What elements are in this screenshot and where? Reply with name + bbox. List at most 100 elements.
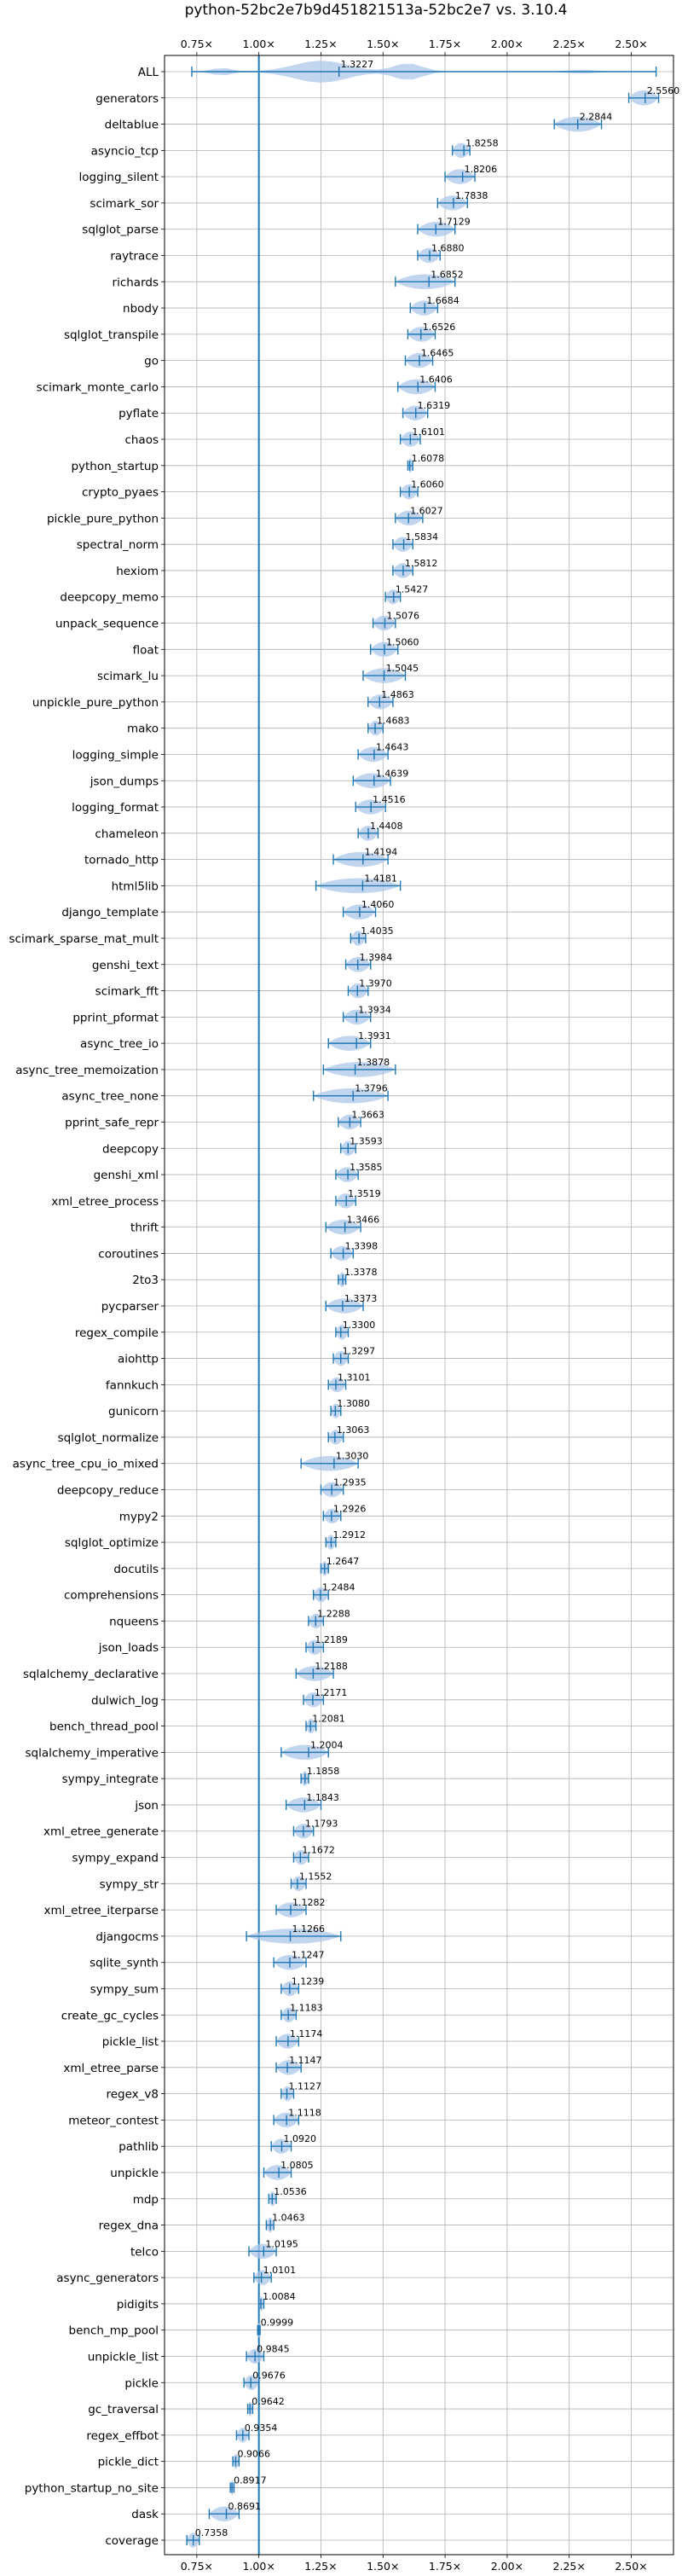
benchmark-label: sympy_integrate [62, 1772, 159, 1786]
benchmark-label: coverage [105, 2534, 159, 2548]
benchmark-label: genshi_text [92, 959, 159, 972]
value-label: 1.3378 [344, 1267, 378, 1278]
benchmark-label: python_startup_no_site [25, 2481, 159, 2495]
value-label: 1.6465 [421, 348, 454, 359]
value-label: 1.3466 [347, 1215, 380, 1226]
benchmark-label: sympy_sum [90, 1982, 159, 1996]
value-label: 1.1247 [292, 1950, 325, 1961]
x-tick-label-top: 2.50× [615, 38, 647, 50]
value-label: 1.2081 [312, 1714, 345, 1725]
value-label: 1.0195 [265, 2238, 298, 2249]
benchmark-label: float [133, 643, 159, 657]
benchmark-label: scimark_lu [97, 670, 159, 683]
chart-title: python-52bc2e7b9d451821513a-52bc2e7 vs. … [185, 2, 568, 19]
value-label: 1.5812 [405, 558, 437, 569]
value-label: 0.8917 [234, 2474, 267, 2486]
benchmark-label: pickle [124, 2376, 159, 2390]
benchmark-label: pickle_list [102, 2035, 159, 2049]
benchmark-label: richards [113, 276, 159, 289]
value-label: 1.6060 [411, 479, 444, 490]
benchmark-label: hexiom [116, 565, 159, 578]
value-label: 1.4181 [364, 873, 397, 884]
value-label: 1.3934 [358, 1004, 391, 1015]
value-label: 1.2647 [327, 1556, 360, 1567]
value-label: 0.9642 [251, 2396, 285, 2407]
benchmark-label: regex_dna [99, 2219, 159, 2233]
value-label: 1.4516 [373, 794, 406, 805]
benchmark-label: regex_v8 [106, 2088, 159, 2102]
value-label: 2.2844 [580, 112, 613, 123]
value-label: 1.6526 [423, 322, 456, 333]
benchmark-label: telco [130, 2245, 159, 2259]
benchmark-label: xml_etree_parse [63, 2062, 159, 2075]
benchmark-label: xml_etree_generate [43, 1825, 159, 1839]
benchmark-label: scimark_sparse_mat_mult [9, 932, 159, 946]
value-label: 1.6852 [431, 269, 464, 280]
benchmark-label: gunicorn [108, 1405, 159, 1419]
benchmark-label: djangocms [95, 1930, 159, 1944]
benchmark-label: meteor_contest [68, 2114, 159, 2127]
value-label: 1.4194 [365, 847, 398, 858]
x-tick-label-bottom: 1.00× [243, 2560, 275, 2573]
value-label: 1.7838 [455, 190, 488, 201]
benchmark-label: coroutines [98, 1247, 159, 1261]
value-label: 1.1174 [290, 2028, 323, 2039]
benchmark-label: pickle_pure_python [47, 512, 159, 525]
value-label: 1.4683 [377, 716, 410, 727]
plot-frame [164, 55, 674, 2556]
value-label: 1.3931 [358, 1030, 391, 1041]
value-label: 0.7358 [195, 2527, 228, 2538]
value-label: 1.5076 [386, 611, 419, 622]
benchmark-label: comprehensions [64, 1589, 159, 1603]
benchmark-label: pathlib [118, 2140, 159, 2154]
value-label: 1.8206 [465, 164, 498, 175]
benchmark-label: sqlglot_transpile [64, 328, 159, 342]
value-label: 1.1118 [288, 2107, 321, 2118]
benchmark-label: scimark_monte_carlo [37, 380, 159, 394]
benchmark-label: sqlalchemy_imperative [26, 1746, 159, 1760]
benchmark-label: async_tree_none [61, 1090, 159, 1104]
benchmark-label: async_tree_io [80, 1037, 159, 1051]
benchmark-label: mako [127, 722, 159, 736]
x-tick-label-top: 2.00× [491, 38, 523, 50]
value-label: 1.3373 [344, 1293, 378, 1304]
benchmark-label: django_template [61, 906, 159, 920]
value-label: 1.5427 [396, 584, 429, 595]
value-label: 1.0920 [283, 2133, 316, 2144]
grid-layer [165, 55, 673, 2555]
benchmark-label: deltablue [105, 119, 159, 132]
value-label: 1.0463 [272, 2213, 305, 2224]
benchmark-label: xml_etree_iterparse [44, 1904, 159, 1917]
value-label: 1.8258 [465, 137, 499, 148]
value-label: 1.0536 [274, 2186, 307, 2197]
value-label: 1.1266 [292, 1923, 326, 1935]
x-tick-label-top: 1.50× [367, 38, 399, 50]
value-label: 1.1127 [288, 2081, 321, 2092]
value-label: 1.3227 [341, 59, 374, 70]
value-label: 1.2288 [317, 1608, 350, 1619]
value-label: 1.3796 [355, 1083, 388, 1094]
value-label: 1.4863 [381, 689, 414, 700]
benchmark-label: pprint_pformat [72, 1011, 159, 1024]
benchmark-label: pycparser [101, 1300, 159, 1314]
value-label: 1.1672 [302, 1845, 335, 1856]
value-label: 1.6880 [431, 243, 465, 254]
value-label: 1.3663 [351, 1109, 384, 1120]
value-label: 1.3030 [336, 1451, 369, 1462]
benchmark-label: nqueens [109, 1615, 159, 1628]
benchmark-label: asyncio_tcp [91, 144, 159, 158]
value-label: 1.3970 [359, 978, 392, 989]
benchmark-label: docutils [113, 1563, 159, 1576]
benchmark-label: pyflate [118, 407, 159, 421]
benchmark-label: raytrace [110, 250, 159, 264]
value-label: 1.1858 [307, 1766, 340, 1777]
benchmark-label: sqlite_synth [90, 1957, 159, 1970]
benchmark-label: unpickle_pure_python [32, 696, 159, 710]
benchmark-label: dask [131, 2508, 159, 2521]
x-tick-label-bottom: 2.00× [491, 2560, 523, 2573]
value-label: 1.2926 [333, 1503, 367, 1514]
benchmark-label: logging_simple [72, 748, 159, 762]
benchmark-label: unpickle_list [88, 2350, 159, 2364]
value-label: 0.9676 [252, 2370, 286, 2381]
benchmark-label: gc_traversal [88, 2403, 159, 2416]
